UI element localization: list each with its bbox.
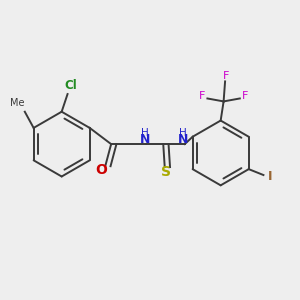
Text: H: H xyxy=(179,128,187,138)
Text: O: O xyxy=(95,163,107,177)
Text: F: F xyxy=(223,70,229,80)
Text: I: I xyxy=(268,170,272,183)
Text: N: N xyxy=(178,133,188,146)
Text: Me: Me xyxy=(10,98,25,108)
Text: F: F xyxy=(199,91,205,101)
Text: H: H xyxy=(141,128,149,138)
Text: Cl: Cl xyxy=(64,79,77,92)
Text: F: F xyxy=(242,91,248,101)
Text: N: N xyxy=(140,133,150,146)
Text: S: S xyxy=(160,165,171,179)
